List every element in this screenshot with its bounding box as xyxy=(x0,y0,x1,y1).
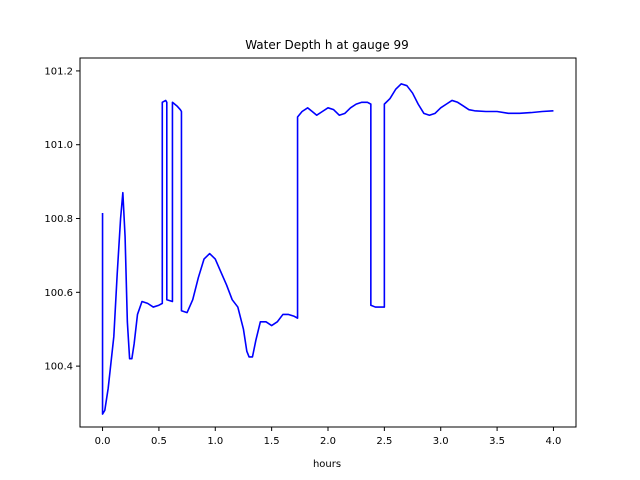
x-tick-label: 1.5 xyxy=(264,436,280,447)
x-tick-label: 3.0 xyxy=(433,436,449,447)
x-tick-label: 4.0 xyxy=(546,436,562,447)
y-tick-label: 100.8 xyxy=(44,214,73,225)
x-tick-label: 1.0 xyxy=(207,436,223,447)
y-tick-label: 101.2 xyxy=(44,66,73,77)
x-tick-label: 3.5 xyxy=(489,436,505,447)
series-layer xyxy=(101,83,554,415)
plot-frame xyxy=(79,57,577,428)
x-tick-label: 2.0 xyxy=(320,436,336,447)
x-tick-label: 0.0 xyxy=(95,436,111,447)
x-axis-label: hours xyxy=(313,459,341,470)
y-tick-label: 101.0 xyxy=(44,140,73,151)
chart-title: Water Depth h at gauge 99 xyxy=(245,38,409,52)
y-tick-label: 100.4 xyxy=(44,362,73,373)
x-tick-label: 0.5 xyxy=(151,436,167,447)
x-tick-label: 2.5 xyxy=(376,436,392,447)
y-axis: 100.4 100.6 100.8 101.0 101.2 xyxy=(44,66,80,373)
y-tick-label: 100.6 xyxy=(44,288,73,299)
series-line-0 xyxy=(101,83,554,415)
x-axis: 0.0 0.5 1.0 1.5 2.0 2.5 3.0 3.5 4.0 xyxy=(95,427,562,447)
